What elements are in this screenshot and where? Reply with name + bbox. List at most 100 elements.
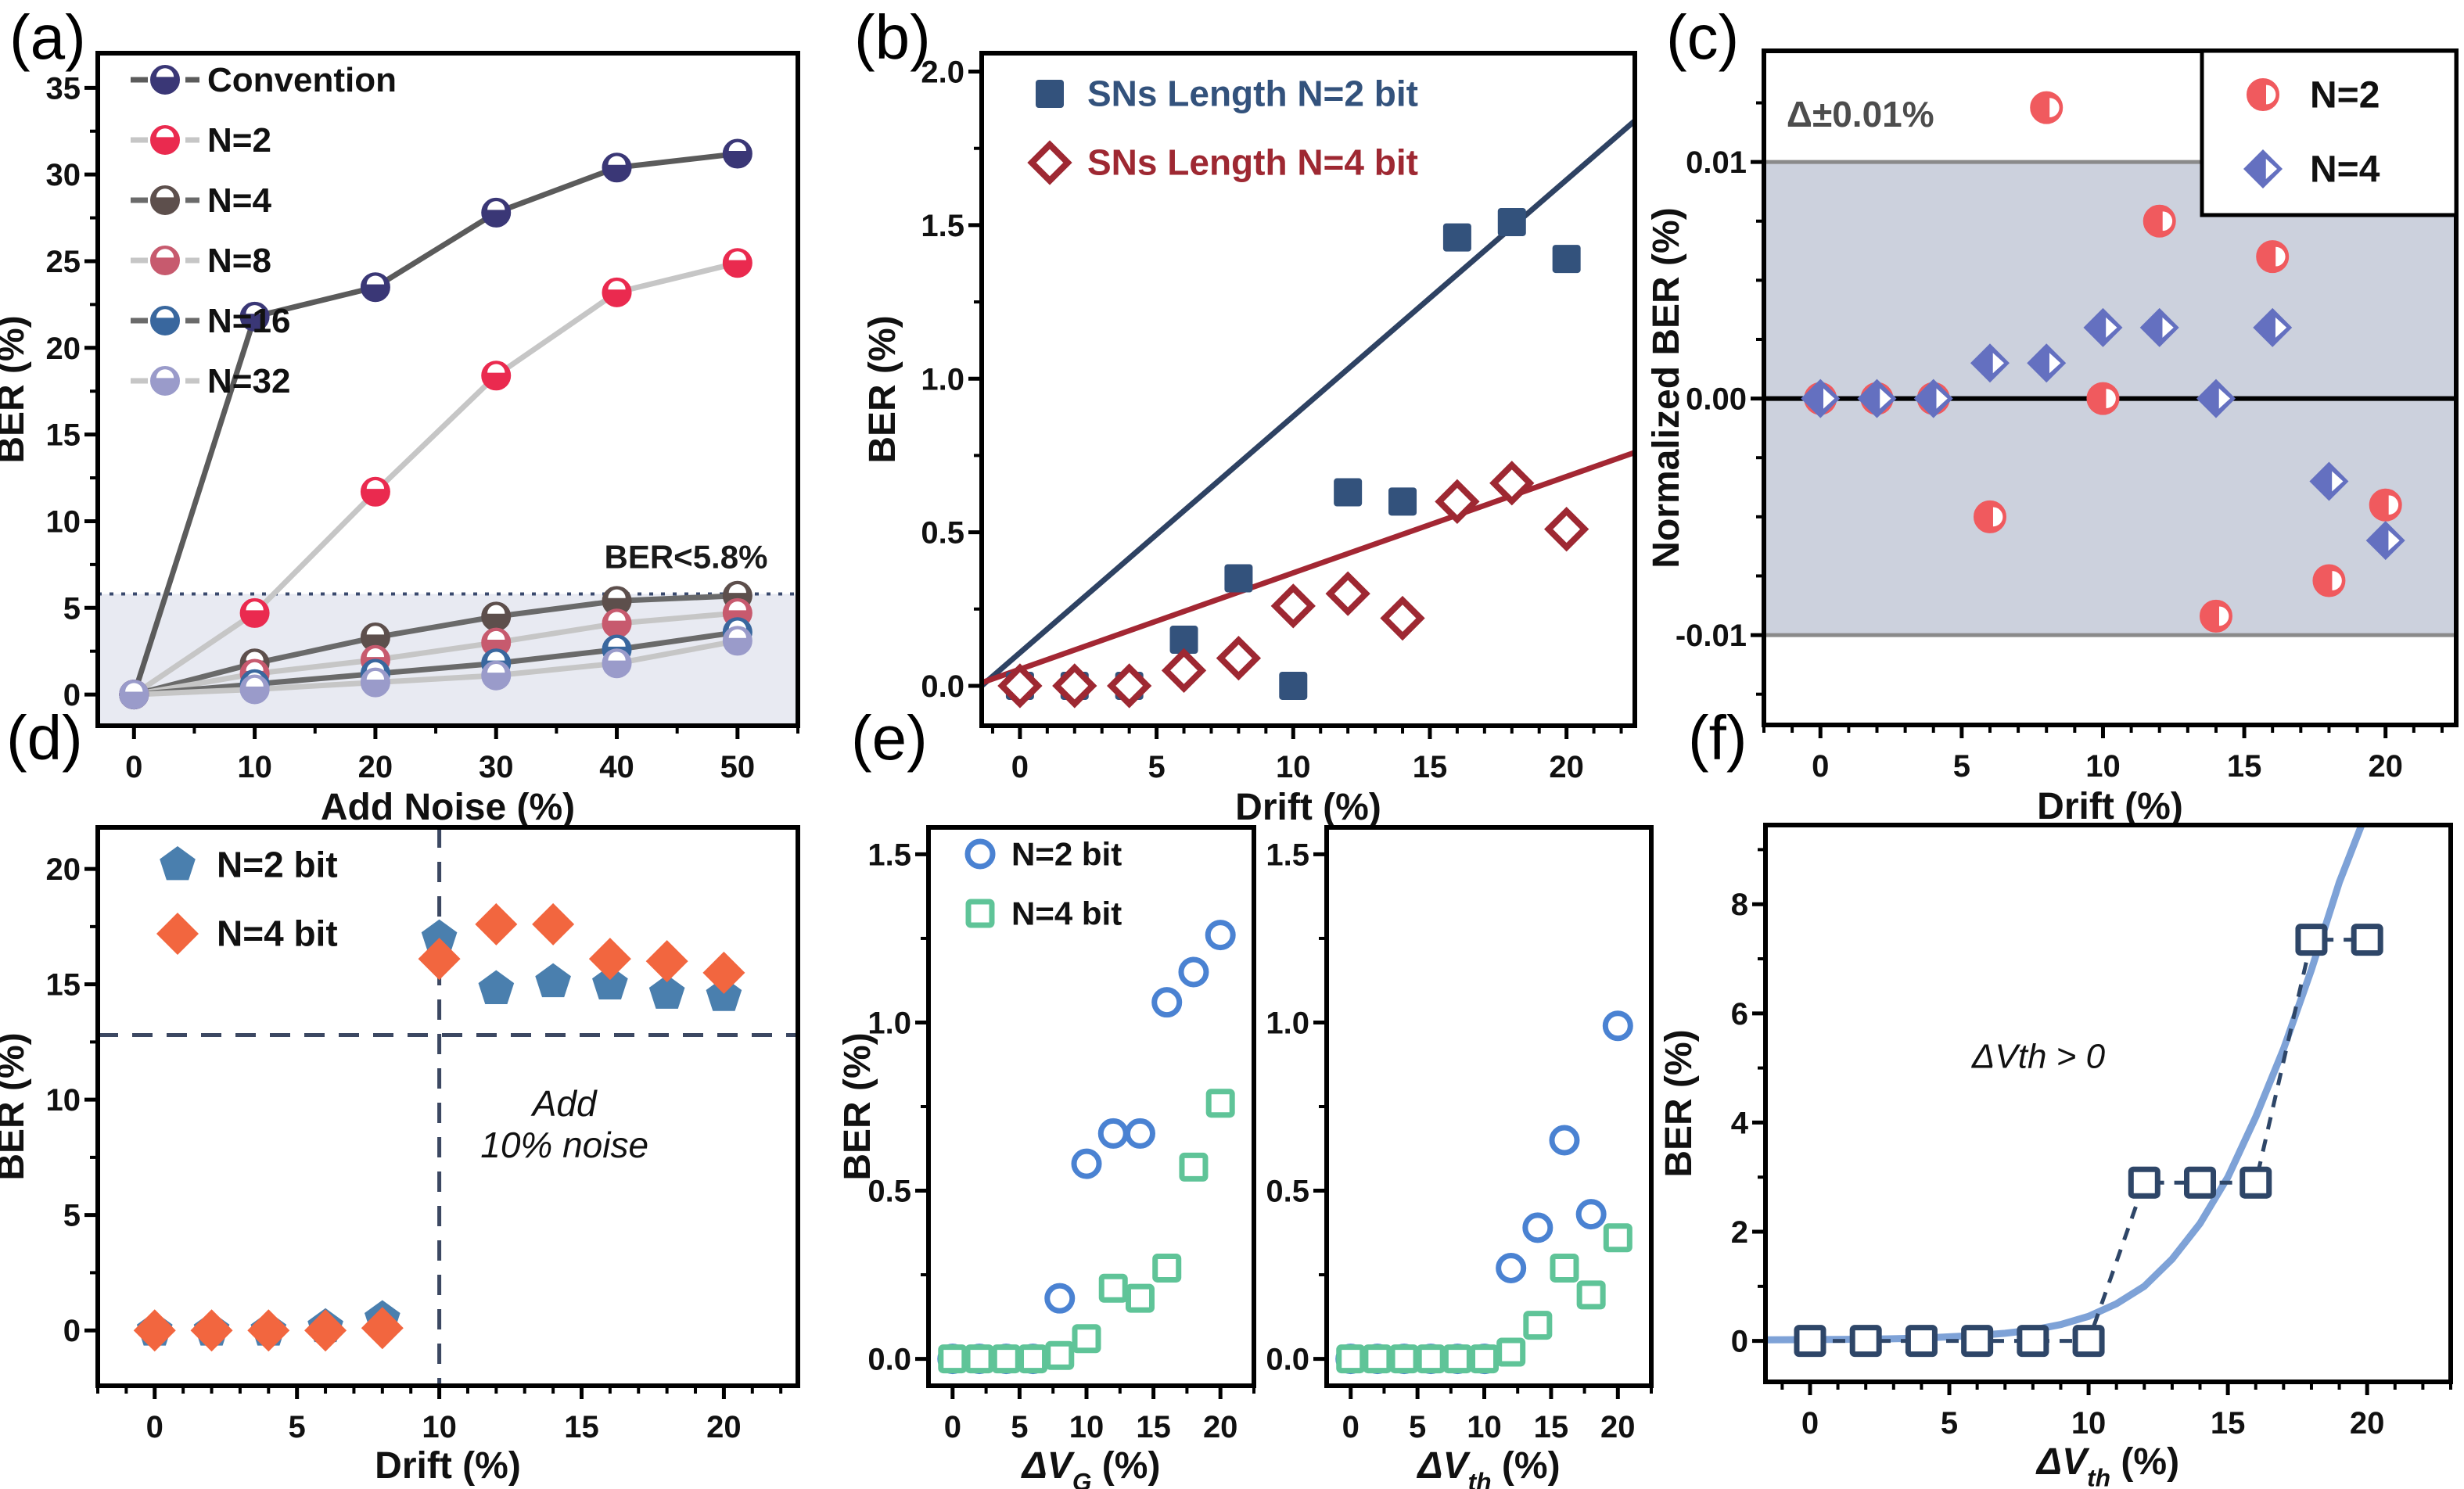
x-tick-label: 0: [1011, 750, 1029, 784]
x-tick-label: 0: [125, 750, 142, 784]
y-axis-title: BER (%): [862, 315, 903, 463]
y-axis-title: BER (%): [837, 1032, 878, 1180]
y-tick-label: 0.5: [867, 1175, 911, 1209]
x-tick-label: 5: [1953, 749, 1970, 784]
panel-label-b: (b): [854, 2, 931, 72]
y-tick-label: 1.0: [867, 1006, 911, 1040]
series-line: [1809, 938, 2368, 1344]
panel-plot-c: 0 5 10 15 20 -0.01 0.00 0.01 Normalized BER (%) D…: [1646, 48, 2459, 827]
legend-item-label: N=8: [207, 242, 271, 280]
guide-line: [982, 118, 1635, 688]
y-tick-label: 0.0: [921, 669, 964, 704]
y-tick-label: 0.5: [921, 516, 964, 551]
axis-frame: [1762, 48, 2459, 727]
x-tick-label: 10: [1069, 1410, 1104, 1444]
x-tick-label: 5: [1148, 750, 1165, 784]
panel-label-d: (d): [6, 703, 83, 773]
y-tick-label: 4: [1731, 1106, 1749, 1140]
series-markers-N=4: [1801, 307, 2405, 561]
x-tick-label: 5: [289, 1410, 306, 1444]
y-tick-label: 1.5: [867, 838, 911, 872]
y-tick-label: -0.01: [1676, 619, 1747, 653]
y-tick-label: 5: [63, 591, 81, 626]
y-tick-label: 15: [46, 968, 81, 1003]
panel-label-f: (f): [1688, 703, 1747, 773]
y-tick-label: 0: [63, 678, 81, 712]
series-line: [133, 593, 738, 698]
x-axis-title: Add Noise (%): [321, 787, 575, 828]
y-axis-title: Normalized BER (%): [1646, 207, 1687, 568]
x-tick-label: 10: [237, 750, 272, 784]
y-tick-label: 8: [1731, 888, 1748, 922]
x-tick-label: 15: [2227, 749, 2262, 784]
annotation: ΔVth > 0: [1971, 1038, 2106, 1076]
x-tick-label: 5: [1941, 1406, 1958, 1441]
x-tick-label: 10: [422, 1410, 457, 1444]
series-line: [131, 151, 738, 696]
axis-frame: [95, 51, 800, 728]
legend-item-label: SNs Length N=4 bit: [1087, 142, 1418, 183]
y-tick-label: 5: [63, 1199, 81, 1233]
x-tick-label: 10: [1467, 1410, 1502, 1444]
series-markers-N=2-bit: [937, 920, 1236, 1375]
y-tick-label: 0.0: [867, 1343, 911, 1377]
y-tick-label: 35: [46, 71, 81, 106]
x-tick-label: 20: [1600, 1410, 1636, 1444]
x-tick-label: 30: [479, 750, 514, 784]
x-tick-label: 10: [2085, 749, 2121, 784]
legend-item-label: N=4: [2310, 149, 2380, 190]
x-tick-label: 10: [1276, 750, 1311, 784]
fit-curve: [1765, 825, 2365, 1344]
y-tick-label: 1.0: [1266, 1006, 1309, 1040]
chart-panel-b: 0 5 10 15 20 0.0 0.5 1.0 1.5 2.0 BER (%) Drift (%) S…: [862, 51, 1637, 828]
chart-panel-c: 0 5 10 15 20 -0.01 0.00 0.01 Normalized BER (%) D…: [1646, 48, 2459, 827]
series-line: [132, 260, 738, 698]
legend-item-label: SNs Length N=2 bit: [1087, 74, 1418, 114]
x-tick-label: 15: [2211, 1406, 2246, 1441]
annotation: 10% noise: [480, 1125, 648, 1165]
y-tick-label: 0: [1731, 1325, 1748, 1359]
panel-label-e: (e): [851, 703, 928, 773]
threshold-band: [98, 594, 798, 726]
x-tick-label: 15: [1136, 1410, 1171, 1444]
axis-frame: [979, 51, 1637, 728]
x-tick-label: 15: [1534, 1410, 1569, 1444]
x-tick-label: 40: [599, 750, 634, 784]
y-tick-label: 0.0: [1266, 1343, 1309, 1377]
series-line: [133, 610, 738, 698]
legend-item-label: N=16: [207, 302, 290, 340]
series-markers-SNs-Length-N=4-bit: [997, 461, 1589, 709]
x-tick-label: 0: [1801, 1406, 1819, 1441]
panel-plot-e1: 0 5 10 15 20 0.0 0.5 1.0 1.5 BER (%) ΔVG (%) N=2 bi…: [837, 825, 1256, 1489]
chart-panel-f: 0 5 10 15 20 0 2 4 6 8 BER (%) ΔVth (%) ΔVth > 0: [1658, 823, 2453, 1489]
y-tick-label: 0.00: [1686, 382, 1747, 417]
y-axis-title: BER (%): [1658, 1029, 1700, 1177]
guide-line: [982, 450, 1635, 686]
legend-a: Convention N=2 N=4 N=8 N=16 N=32: [131, 61, 397, 400]
legend-box: [2200, 48, 2459, 217]
x-axis-title: ΔVth (%): [2035, 1441, 2179, 1489]
x-tick-label: 5: [1409, 1410, 1426, 1444]
y-tick-label: 1.0: [921, 362, 964, 396]
series-markers-N=4-bit: [938, 1089, 1235, 1374]
axis-frame: [95, 825, 800, 1388]
x-tick-label: 20: [1203, 1410, 1238, 1444]
x-axis-title: Drift (%): [375, 1445, 521, 1487]
annotation: Δ±0.01%: [1787, 94, 1934, 135]
chart-panel-e: 0 5 10 15 20 0.0 0.5 1.0 1.5 BER (%) ΔVG (%) N=2 bi…: [837, 825, 1654, 1489]
legend-item-label: N=4 bit: [1011, 895, 1122, 931]
series-line: [134, 637, 738, 698]
y-tick-label: 1.5: [1266, 838, 1309, 872]
y-tick-label: 0: [63, 1314, 81, 1348]
x-tick-label: 15: [1413, 750, 1448, 784]
x-tick-label: 10: [2071, 1406, 2107, 1441]
x-tick-label: 0: [1342, 1410, 1360, 1444]
x-tick-label: 0: [1812, 749, 1829, 784]
x-axis-title: Drift (%): [2037, 786, 2183, 827]
y-tick-label: 1.5: [921, 209, 964, 243]
legend-item-label: N=4 bit: [217, 913, 338, 954]
legend-b: SNs Length N=2 bit SNs Length N=4 bit: [1027, 74, 1418, 185]
y-tick-label: 2: [1731, 1215, 1748, 1250]
chart-panel-a: 0 10 20 30 40 50 0 5 10 15 20 25 30 35 BER (%) Add Nois…: [0, 51, 800, 828]
